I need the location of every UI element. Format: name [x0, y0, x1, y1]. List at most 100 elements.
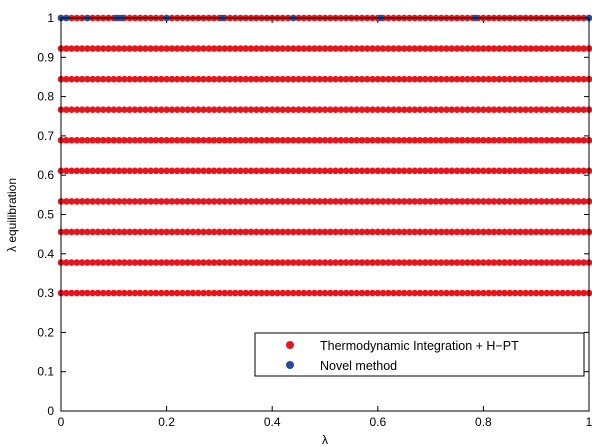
ti-hpt-point: [84, 136, 91, 144]
plot-frame: [60, 17, 590, 412]
ti-hpt-point: [506, 259, 514, 266]
ti-hpt-point: [427, 289, 434, 297]
ti-hpt-point: [311, 167, 318, 175]
ti-hpt-point: [142, 198, 149, 205]
ti-hpt-point: [543, 45, 551, 52]
ti-hpt-point: [464, 106, 471, 113]
ti-hpt-point: [274, 106, 281, 113]
ti-hpt-point: [416, 289, 424, 297]
ti-hpt-point: [300, 198, 308, 205]
ti-hpt-point: [68, 136, 75, 144]
ti-hpt-point: [564, 45, 572, 52]
ti-hpt-point: [559, 289, 566, 297]
x-tick-label: 0.2: [158, 415, 175, 429]
ti-hpt-point: [559, 45, 566, 52]
y-axis-label: λ equilibration: [5, 178, 19, 252]
ti-hpt-point: [326, 198, 334, 205]
ti-hpt-point: [73, 228, 81, 236]
ti-hpt-point: [253, 45, 260, 52]
ti-hpt-point: [295, 259, 302, 266]
ti-hpt-point: [268, 167, 276, 175]
ti-hpt-point: [527, 289, 535, 297]
ti-hpt-point: [200, 167, 207, 175]
ti-hpt-point: [554, 45, 561, 52]
y-tick-label: 0.4: [37, 247, 54, 261]
ti-hpt-point: [173, 228, 181, 236]
ti-hpt-point: [369, 75, 376, 83]
ti-hpt-point: [247, 198, 255, 205]
ti-hpt-point: [173, 45, 181, 52]
ti-hpt-point: [305, 136, 313, 144]
ti-hpt-point: [216, 228, 223, 236]
ti-hpt-point: [548, 198, 556, 205]
ti-hpt-point: [495, 259, 503, 266]
ti-hpt-point: [506, 167, 514, 175]
ti-hpt-point: [522, 259, 529, 266]
ti-hpt-point: [443, 259, 450, 266]
ti-hpt-point: [358, 198, 366, 205]
ti-hpt-point: [305, 289, 313, 297]
ti-hpt-point: [406, 45, 413, 52]
ti-hpt-point: [189, 45, 197, 52]
ti-hpt-point: [147, 45, 155, 52]
ti-hpt-point: [474, 198, 482, 205]
ti-hpt-point: [89, 45, 96, 52]
ti-hpt-point: [311, 198, 318, 205]
ti-hpt-point: [390, 167, 397, 175]
ti-hpt-point: [495, 75, 503, 83]
ti-hpt-point: [490, 259, 498, 266]
ti-hpt-point: [538, 198, 545, 205]
ti-hpt-point: [480, 75, 487, 83]
ti-hpt-point: [575, 289, 582, 297]
ti-hpt-point: [485, 45, 492, 52]
ti-hpt-point: [453, 289, 461, 297]
ti-hpt-point: [121, 228, 128, 236]
ti-hpt-point: [443, 75, 450, 83]
ti-hpt-point: [237, 136, 244, 144]
ti-hpt-point: [369, 198, 376, 205]
ti-hpt-point: [226, 167, 234, 175]
ti-hpt-point: [163, 45, 170, 52]
ti-hpt-point: [332, 75, 339, 83]
ti-hpt-point: [501, 106, 508, 113]
ti-hpt-point: [295, 289, 302, 297]
ti-hpt-point: [443, 45, 450, 52]
ti-hpt-point: [152, 167, 160, 175]
ti-hpt-point: [532, 228, 540, 236]
ti-hpt-point: [194, 45, 202, 52]
ti-hpt-point: [205, 45, 213, 52]
ti-hpt-point: [184, 167, 192, 175]
ti-hpt-point: [416, 198, 424, 205]
ti-hpt-point: [448, 45, 456, 52]
ti-hpt-point: [448, 289, 456, 297]
ti-hpt-point: [517, 228, 524, 236]
ti-hpt-point: [464, 198, 471, 205]
ti-hpt-point: [522, 106, 529, 113]
y-tick-label: 0.1: [37, 365, 54, 379]
ti-hpt-point: [184, 75, 192, 83]
ti-hpt-point: [115, 106, 123, 113]
ti-hpt-point: [390, 289, 397, 297]
ti-hpt-point: [168, 289, 176, 297]
legend-label-ti-hpt: Thermodynamic Integration + H−PT: [320, 339, 519, 353]
ti-hpt-point: [274, 228, 281, 236]
ti-hpt-point: [427, 228, 434, 236]
ti-hpt-point: [62, 289, 70, 297]
ti-hpt-point: [575, 45, 582, 52]
ti-hpt-point: [321, 289, 329, 297]
ti-hpt-point: [300, 75, 308, 83]
ti-hpt-point: [189, 228, 197, 236]
ti-hpt-point: [274, 136, 281, 144]
ti-hpt-point: [400, 198, 408, 205]
y-tick-label: 0.9: [37, 50, 54, 64]
ti-hpt-point: [158, 136, 165, 144]
ti-hpt-point: [226, 228, 234, 236]
ti-hpt-point: [73, 75, 81, 83]
ti-hpt-point: [147, 259, 155, 266]
ti-hpt-point: [554, 259, 561, 266]
ti-hpt-point: [179, 198, 186, 205]
ti-hpt-point: [205, 167, 213, 175]
ti-hpt-point: [290, 228, 297, 236]
ti-hpt-point: [205, 289, 213, 297]
ti-hpt-point: [474, 228, 482, 236]
